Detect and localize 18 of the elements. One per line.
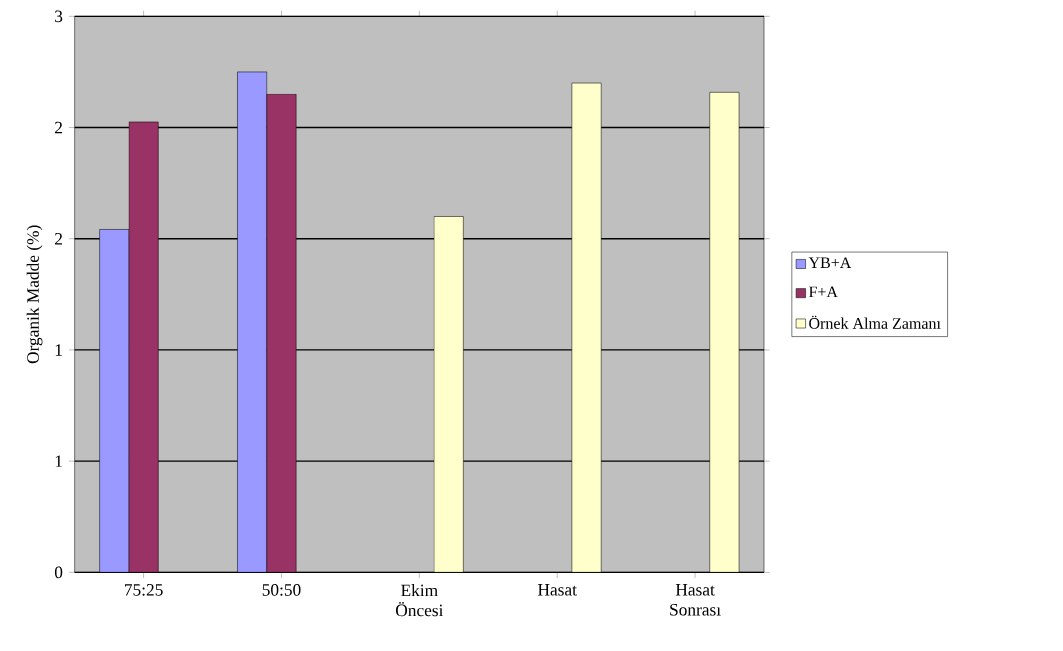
x-tick-label: Hasat Sonrası (670, 584, 721, 616)
legend-label: F+A (808, 286, 838, 298)
bar (571, 82, 602, 573)
y-axis-title: Organik Madde (%) (26, 225, 43, 364)
x-tick-label: Hasat (537, 584, 577, 596)
x-tick-label: 50:50 (262, 584, 301, 596)
bar (433, 216, 464, 573)
x-tick-label: Ekim Öncesi (395, 584, 444, 617)
y-tick-label: 2 (55, 232, 62, 245)
y-tick-label: 1 (55, 455, 62, 467)
y-tick-label: 2 (55, 121, 62, 134)
x-tick-label: 75:25 (125, 584, 163, 596)
y-tick-label: 3 (55, 10, 63, 23)
legend-label: YB+A (808, 257, 852, 268)
y-tick-label: 1 (55, 344, 62, 356)
legend-label: Örnek Alma Zamanı (809, 315, 941, 329)
y-tick-label: 0 (54, 566, 63, 579)
bar (709, 92, 740, 573)
